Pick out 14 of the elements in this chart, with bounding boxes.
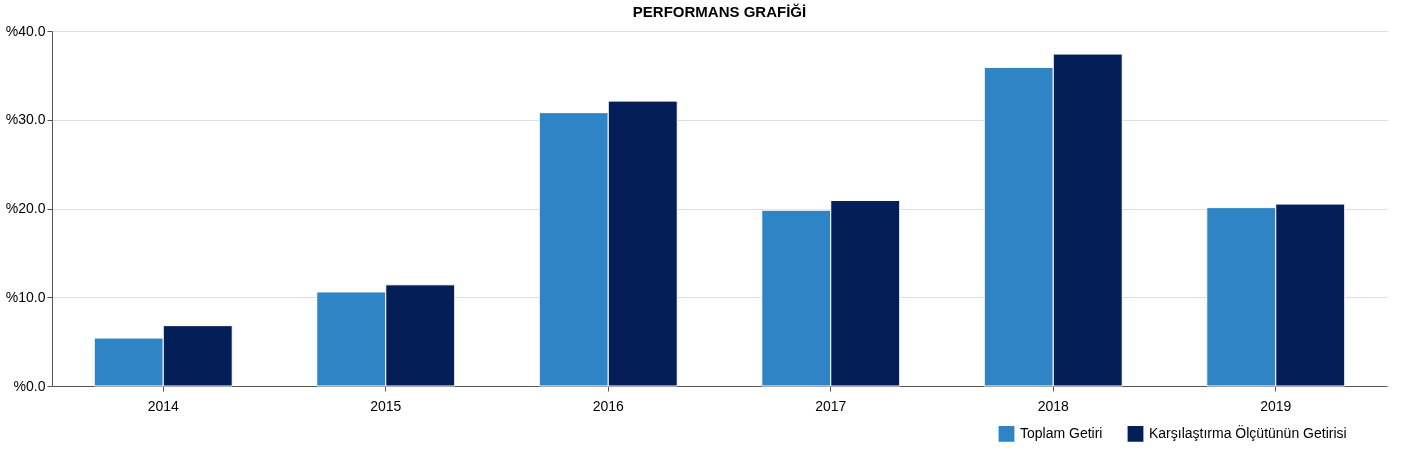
y-tick-label: %30.0 [5, 111, 46, 128]
y-tick-label: %10.0 [5, 288, 46, 305]
legend-label: Toplam Getiri [1020, 424, 1103, 441]
x-tick-label: 2019 [1260, 397, 1292, 414]
x-tick-label: 2014 [147, 397, 180, 414]
x-tick-label: 2016 [592, 397, 625, 414]
y-tick-label: %40.0 [5, 22, 46, 39]
x-tick-label: 2018 [1037, 397, 1070, 414]
x-tick-label: 2017 [815, 397, 847, 414]
legend-label: Karşılaştırma Ölçütünün Getirisi [1149, 423, 1347, 441]
chart-title: PERFORMANS GRAFİĞİ [632, 3, 807, 20]
x-tick-label: 2015 [370, 397, 402, 414]
y-tick-label: %0.0 [13, 377, 46, 394]
y-tick-label: %20.0 [5, 200, 46, 216]
